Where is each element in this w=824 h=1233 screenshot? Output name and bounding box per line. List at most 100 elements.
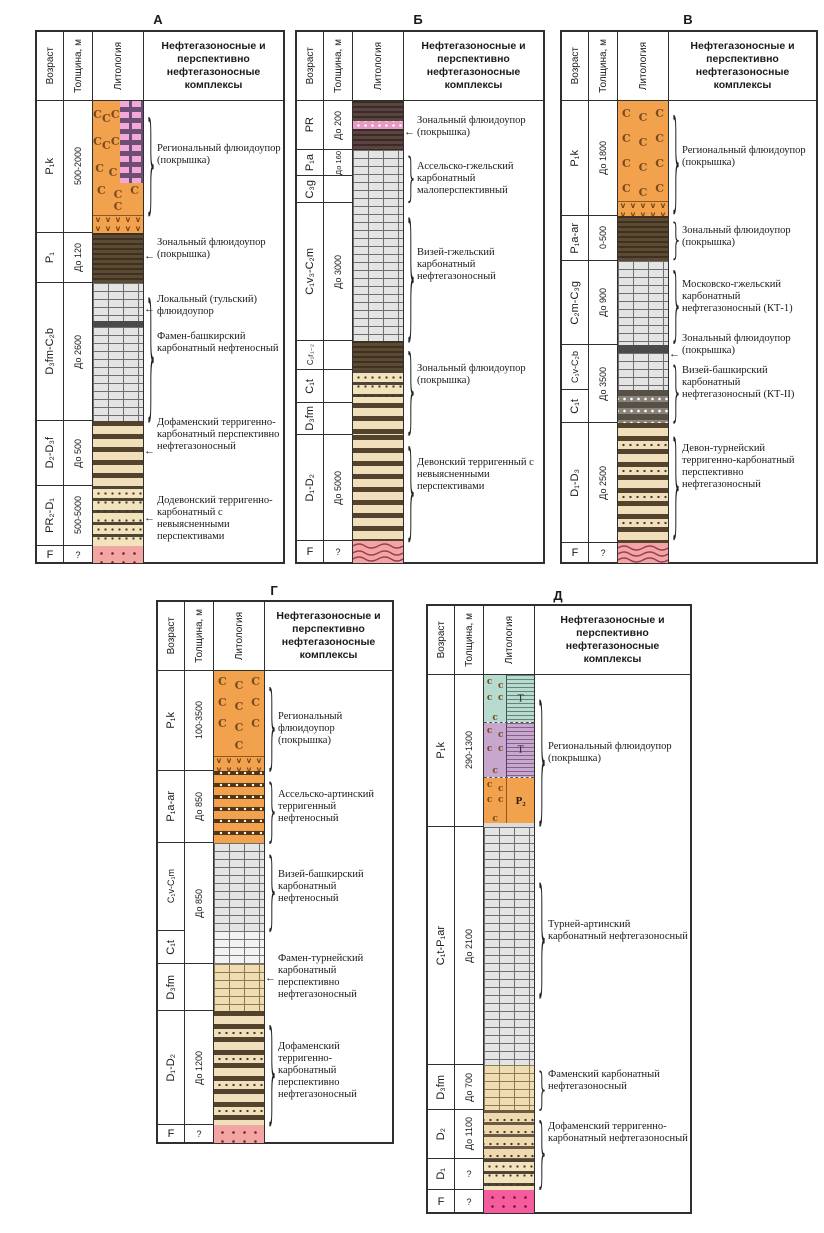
complexes-column-header: Нефтегазоносные и перспективно нефтегазо… — [560, 613, 665, 666]
complexes-column: ← Зональный флюидоупор (покрышка) } Ассе… — [404, 101, 543, 563]
complex-label: Фамен-турнейский карбонатный перспективн… — [278, 953, 364, 1000]
age-cell: C₃g — [297, 176, 323, 203]
limestone — [93, 283, 143, 321]
complex-label: Визей-гжельский карбонатный нефтегазонос… — [417, 247, 496, 282]
complexes-column-header: Нефтегазоносные и перспективно нефтегазо… — [161, 39, 266, 92]
thickness-cell: 100-3500 — [185, 671, 213, 771]
age-cell: PR₂-D₁ — [37, 486, 63, 546]
age-cell: P₁ — [37, 233, 63, 283]
panel-d-body: P₁k C₁t-P₁ar D₃fm D₂ D₁ F 290-1300 До 21… — [428, 675, 690, 1213]
complex-label: Локальный (тульский) флюидоупор — [157, 294, 258, 317]
brace-icon: } — [670, 94, 683, 224]
age-cell: F — [571, 547, 579, 559]
brace-icon: } — [670, 213, 683, 265]
complex-label: Дофаменский терригенно-карбонатный персп… — [157, 417, 280, 452]
clay-seal — [353, 101, 403, 121]
thickness-cell — [324, 370, 352, 403]
age-cell: P₁k — [428, 675, 454, 827]
complex-label: Зональный флюидоупор (покрышка) — [682, 225, 791, 248]
gypsum-icon: Т — [517, 744, 524, 756]
panel-d-header: Возраст Толщина, м Литология Нефтегазоно… — [428, 606, 690, 675]
panel-v-body: P₁k P₁a-ar C₂m-C₃g C₁v-C₂b C₁t D₁-D₃ F Д… — [562, 101, 816, 563]
arrow-icon: ← — [144, 512, 155, 524]
thickness-cell: До 1100 — [455, 1110, 483, 1159]
age-cell: P₁k — [158, 671, 184, 771]
thickness-column-header: Толщина, м — [455, 606, 484, 674]
lithology-column-header: Литология — [93, 32, 144, 100]
age-cell: P₁a-ar — [158, 771, 184, 843]
age-cell: C₂m-C₃g — [562, 261, 588, 345]
dotted-sandstone-rows — [484, 1110, 534, 1159]
brace-icon: } — [266, 768, 279, 850]
panel-a: Возраст Толщина, м Литология Нефтегазоно… — [35, 30, 285, 564]
brace-icon: } — [145, 271, 158, 435]
age-cell: D₃fm-C₂b — [37, 283, 63, 421]
complex-label: Зональный флюидоупор (покрышка) — [682, 333, 791, 356]
volcanic-band: vvvvvvvvvvvv — [93, 215, 143, 233]
complexes-column-header: Нефтегазоносные и перспективно нефтегазо… — [421, 39, 526, 92]
thickness-column: 290-1300 До 2100 До 700 До 1100 ? ? — [455, 675, 484, 1213]
terrigenous-carbonate-interbeds — [214, 1011, 264, 1125]
thickness-cell: До 160 — [324, 150, 352, 176]
brace-icon: } — [266, 669, 279, 781]
wavy-lines-icon — [618, 545, 668, 563]
basement-granite — [214, 1125, 264, 1143]
terrigenous-orange-dots — [214, 771, 264, 843]
thickness-cell — [324, 403, 352, 435]
panel-a-body: P₁k P₁ D₃fm-C₂b D₂-D₃f PR₂-D₁ F 500-2000… — [37, 101, 283, 563]
panel-b-body: PR P₁a C₃g C₁v₃-C₂m C₁r₁₋₂ C₁t D₃fm D₁-D… — [297, 101, 543, 563]
tula-seal-band — [93, 321, 143, 327]
panel-a-header: Возраст Толщина, м Литология Нефтегазоно… — [37, 32, 283, 101]
age-cell: D₁-D₃ — [562, 423, 588, 543]
limestone — [618, 261, 668, 345]
brace-icon: } — [536, 673, 549, 839]
age-column: P₁k P₁a-ar C₁v-C₁m C₁t D₃fm D₁-D₂ F — [158, 671, 185, 1143]
thickness-cell: 500-2000 — [64, 101, 92, 233]
upper-permian-label: P₂ — [506, 778, 534, 823]
thickness-cell: ? — [196, 1129, 202, 1139]
thickness-cell: ? — [75, 549, 81, 560]
thickness-cell — [324, 341, 352, 370]
age-cell: C₁v-C₂b — [562, 345, 588, 390]
complex-label: Региональный флюидоупор (покрышка) — [278, 711, 343, 746]
age-cell: C₁v₃-C₂m — [297, 203, 323, 341]
age-cell: D₂-D₃f — [37, 421, 63, 486]
lithology-column-header: Литология — [214, 602, 265, 670]
thickness-cell: До 850 — [185, 771, 213, 843]
arrow-icon: ← — [144, 250, 155, 262]
brace-icon: } — [670, 415, 683, 551]
panel-v-title: В — [683, 12, 693, 27]
panel-b-title: Б — [413, 12, 423, 27]
thickness-cell: 290-1300 — [455, 675, 483, 827]
brace-icon: } — [536, 1105, 549, 1197]
brace-icon: } — [145, 96, 158, 226]
age-column-header: Возраст — [158, 602, 185, 670]
thickness-column-header: Толщина, м — [185, 602, 214, 670]
clay-seal — [93, 233, 143, 283]
age-column: P₁k P₁a-ar C₂m-C₃g C₁v-C₂b C₁t D₁-D₃ F — [562, 101, 589, 563]
age-cell: C₁v-C₁m — [158, 843, 184, 931]
complex-label: Турней-артинский карбонатный нефтегазоно… — [548, 919, 688, 942]
basement-granite — [93, 546, 143, 563]
thickness-cell: ? — [466, 1196, 472, 1207]
thickness-cell: ? — [455, 1159, 483, 1190]
brace-icon: } — [266, 838, 279, 940]
thickness-cell: До 2100 — [455, 827, 483, 1065]
complex-label: Зональный флюидоупор (покрышка) — [157, 237, 266, 260]
complex-label: Фамен-башкирский карбонатный нефтеносный — [157, 331, 279, 354]
thickness-cell: До 3000 — [324, 203, 352, 341]
panel-d: Возраст Толщина, м Литология Нефтегазоно… — [426, 604, 692, 1214]
age-cell: P₁a-ar — [562, 216, 588, 261]
arrow-icon: ← — [265, 972, 276, 984]
thickness-cell: 500-5000 — [64, 486, 92, 546]
brace-icon: } — [405, 333, 418, 445]
complexes-column-header: Нефтегазоносные и перспективно нефтегазо… — [690, 39, 795, 92]
